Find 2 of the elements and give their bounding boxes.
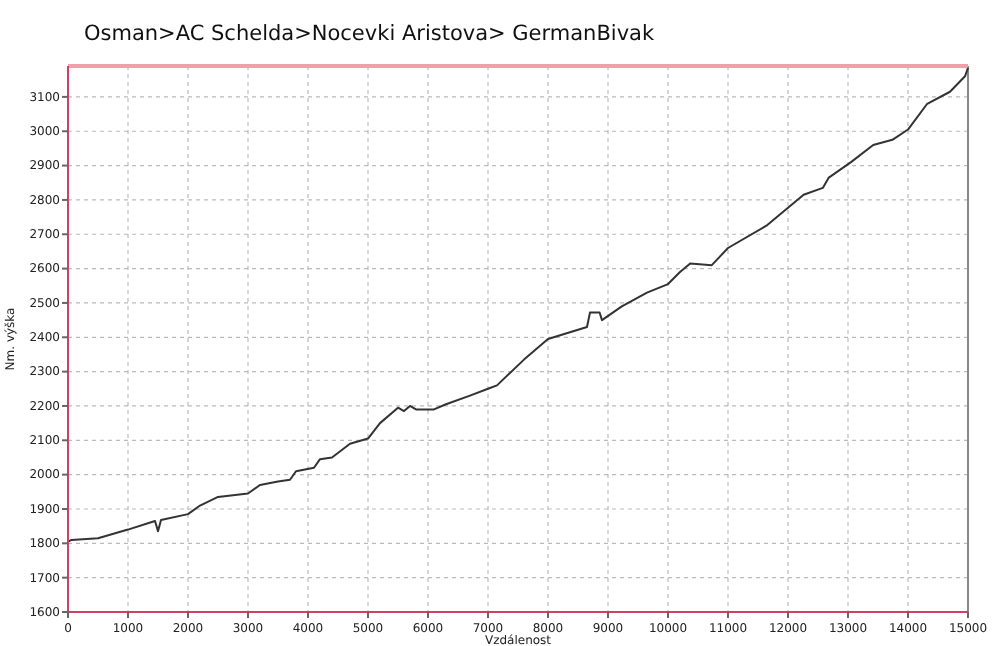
- chart-title: Osman>AC Schelda>Nocevki Aristova> GermanBivak: [84, 22, 656, 46]
- line-series: [67, 66, 969, 543]
